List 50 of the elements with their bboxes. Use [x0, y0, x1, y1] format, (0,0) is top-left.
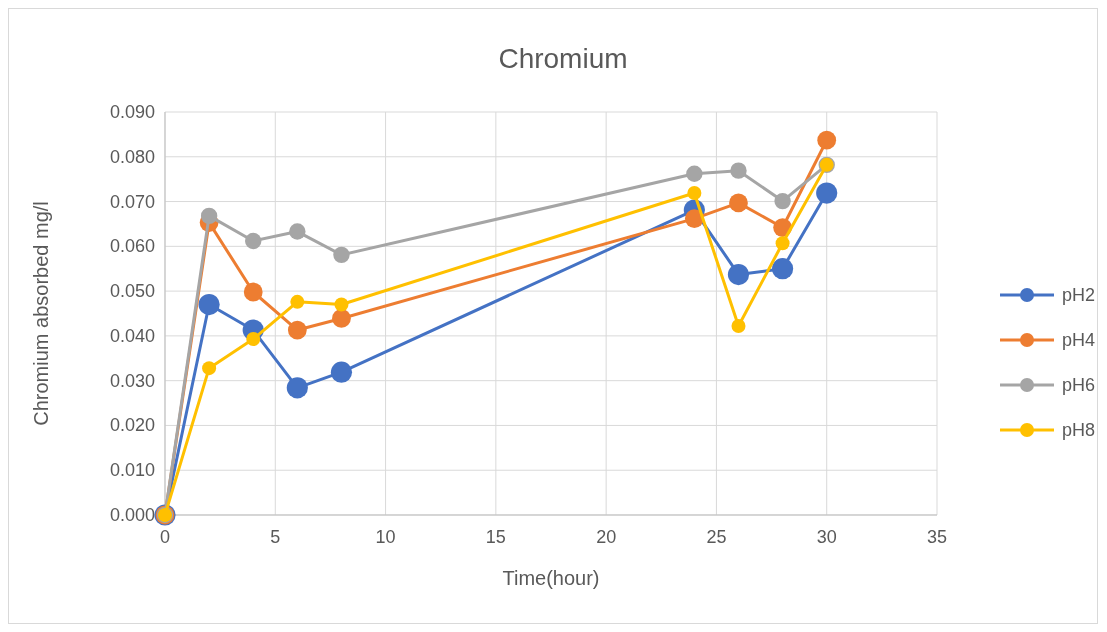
- point: [246, 332, 261, 347]
- point: [290, 294, 305, 309]
- point: [334, 297, 349, 312]
- legend-label: pH2: [1062, 285, 1096, 305]
- point: [287, 320, 307, 340]
- point: [286, 377, 308, 399]
- x-tick-label: 25: [706, 527, 727, 547]
- y-tick-label: 0.060: [109, 236, 155, 257]
- point: [774, 192, 791, 210]
- y-tick-label: 0.020: [109, 415, 155, 436]
- point: [731, 319, 746, 334]
- x-tick-label: 5: [270, 527, 281, 547]
- y-tick-label: 0.010: [109, 460, 155, 481]
- x-axis-title: Time(hour): [502, 567, 600, 589]
- legend-label: pH4: [1062, 330, 1096, 350]
- legend-label: pH6: [1062, 375, 1096, 395]
- point: [817, 130, 837, 150]
- point: [245, 232, 262, 250]
- y-tick-label: 0.040: [109, 325, 155, 346]
- x-tick-label: 30: [816, 527, 837, 547]
- y-tick-label: 0.050: [109, 281, 155, 302]
- y-axis-title: Chromium absorbed mg/l: [30, 201, 52, 426]
- x-tick-label: 20: [596, 527, 617, 547]
- y-tick-label: 0.080: [109, 146, 155, 167]
- point: [775, 236, 790, 251]
- point: [687, 186, 702, 201]
- point: [816, 182, 838, 204]
- y-tick-label: 0.070: [109, 191, 155, 212]
- x-tick-label: 10: [375, 527, 396, 547]
- y-tick-label: 0.000: [109, 505, 155, 525]
- chart-title: Chromium: [498, 43, 628, 74]
- point: [202, 361, 217, 376]
- point: [727, 263, 750, 286]
- point: [289, 223, 306, 240]
- y-tick-label: 0.030: [109, 370, 155, 391]
- x-tick-label: 0: [159, 527, 171, 547]
- point: [332, 309, 351, 328]
- point: [330, 361, 353, 383]
- legend-label: pH8: [1062, 420, 1096, 440]
- point: [729, 193, 748, 213]
- point: [730, 162, 747, 179]
- point: [333, 246, 350, 264]
- point: [243, 282, 263, 302]
- x-tick-label: 15: [485, 527, 506, 547]
- point: [200, 207, 218, 225]
- point: [198, 293, 220, 316]
- y-tick-label: 0.090: [109, 102, 155, 122]
- point: [772, 258, 794, 280]
- x-tick-label: 35: [926, 527, 948, 547]
- point: [686, 165, 703, 182]
